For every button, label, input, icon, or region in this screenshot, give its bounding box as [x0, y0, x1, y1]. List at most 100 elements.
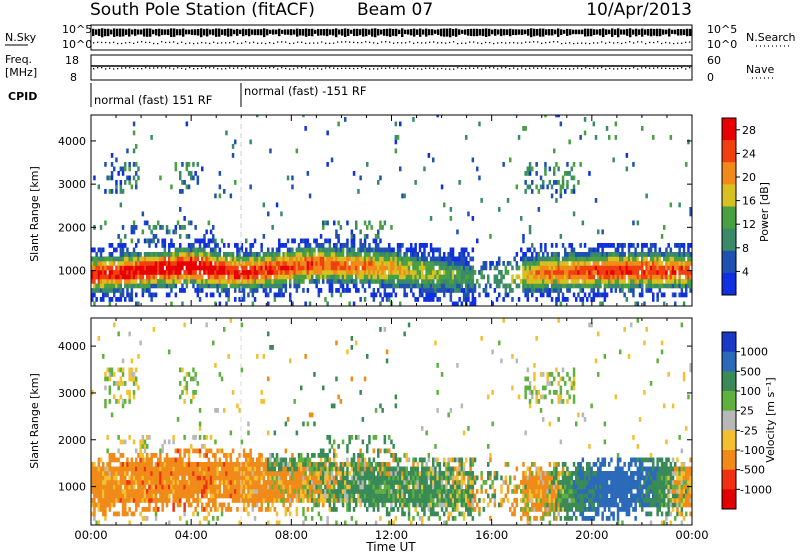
- heatmap-cell: [649, 279, 653, 284]
- heatmap-cell: [234, 283, 237, 289]
- heatmap-cell: [161, 274, 164, 280]
- heatmap-cell: [260, 247, 263, 253]
- heatmap-cell: [511, 288, 514, 293]
- heatmap-cell: [256, 283, 259, 289]
- heatmap-cell: [590, 274, 593, 280]
- heatmap-cell: [418, 256, 422, 262]
- heatmap-cell: [586, 279, 589, 284]
- heatmap-cell: [319, 493, 323, 499]
- heatmap-cell: [313, 493, 316, 499]
- heatmap-cell: [647, 252, 651, 257]
- heatmap-cell: [214, 247, 217, 253]
- heatmap-cell: [179, 498, 182, 503]
- heatmap-cell: [157, 489, 160, 494]
- heatmap-cell: [388, 261, 391, 266]
- heatmap-cell: [165, 498, 169, 503]
- heatmap-cell: [139, 462, 142, 467]
- heatmap-cell: [603, 265, 607, 271]
- heatmap-cell: [141, 211, 145, 217]
- nave-point: [197, 68, 199, 70]
- heatmap-cell: [583, 130, 587, 136]
- heatmap-cell: [172, 439, 175, 445]
- heatmap-cell: [192, 484, 195, 490]
- heatmap-cell: [242, 252, 246, 257]
- heatmap-cell: [209, 484, 213, 490]
- heatmap-cell: [198, 480, 202, 485]
- heatmap-cell: [368, 279, 371, 284]
- heatmap-cell: [148, 489, 151, 494]
- heatmap-cell: [146, 498, 149, 503]
- heatmap-cell: [326, 220, 329, 226]
- heatmap-cell: [258, 265, 261, 271]
- heatmap-cell: [313, 475, 316, 481]
- heatmap-cell: [368, 283, 371, 289]
- heatmap-cell: [198, 435, 202, 440]
- heatmap-cell: [267, 502, 270, 508]
- heatmap-cell: [462, 297, 466, 302]
- heatmap-cell: [632, 252, 635, 257]
- heatmap-cell: [352, 256, 356, 262]
- heatmap-cell: [209, 265, 213, 271]
- heatmap-cell: [524, 171, 527, 176]
- heatmap-cell: [150, 457, 153, 463]
- heatmap-cell: [132, 381, 136, 386]
- heatmap-cell: [421, 265, 424, 271]
- heatmap-cell: [328, 261, 332, 266]
- heatmap-cell: [117, 466, 120, 472]
- heatmap-cell: [130, 297, 134, 302]
- nsky-bar: [152, 29, 155, 35]
- heatmap-cell: [638, 265, 642, 271]
- heatmap-cell: [339, 466, 343, 472]
- heatmap-cell: [247, 279, 250, 284]
- heatmap-cell: [121, 372, 125, 377]
- heatmap-cell: [465, 261, 468, 266]
- nsearch-point: [549, 41, 551, 43]
- heatmap-cell: [229, 489, 233, 494]
- heatmap-cell: [231, 256, 235, 262]
- heatmap-cell: [291, 489, 294, 494]
- heatmap-cell: [660, 292, 664, 298]
- nave-point: [621, 67, 623, 69]
- heatmap-cell: [311, 279, 314, 284]
- heatmap-cell: [121, 225, 125, 230]
- heatmap-cell: [165, 274, 169, 280]
- heatmap-cell: [469, 288, 472, 293]
- heatmap-cell: [121, 265, 125, 271]
- nave-point: [525, 68, 527, 70]
- heatmap-cell: [194, 261, 197, 266]
- heatmap-cell: [311, 471, 314, 476]
- heatmap-cell: [388, 279, 391, 284]
- heatmap-cell: [242, 256, 246, 262]
- heatmap-cell: [278, 475, 281, 481]
- heatmap-cell: [115, 399, 118, 404]
- heatmap-cell: [581, 274, 585, 280]
- heatmap-cell: [350, 247, 354, 253]
- heatmap-cell: [242, 448, 246, 454]
- heatmap-cell: [231, 283, 235, 289]
- heatmap-cell: [680, 292, 684, 298]
- heatmap-cell: [537, 261, 541, 266]
- heatmap-cell: [335, 256, 338, 262]
- heatmap-cell: [423, 297, 426, 302]
- heatmap-cell: [594, 247, 598, 253]
- heatmap-cell: [449, 288, 453, 293]
- heatmap-cell: [139, 466, 142, 472]
- nsky-bar: [521, 29, 524, 35]
- heatmap-cell: [130, 261, 134, 266]
- heatmap-cell: [557, 256, 560, 262]
- heatmap-cell: [179, 367, 182, 373]
- heatmap-cell: [286, 466, 290, 472]
- heatmap-cell: [319, 498, 323, 503]
- heatmap-cell: [528, 274, 532, 280]
- heatmap-cell: [366, 252, 369, 257]
- heatmap-cell: [247, 493, 250, 499]
- heatmap-cell: [572, 265, 576, 271]
- heatmap-cell: [148, 252, 151, 257]
- heatmap-cell: [392, 247, 395, 253]
- heatmap-cell: [610, 243, 613, 248]
- heatmap-cell: [539, 292, 543, 298]
- heatmap-cell: [440, 288, 444, 293]
- heatmap-cell: [315, 279, 318, 284]
- nsky-bar: [578, 29, 581, 35]
- heatmap-cell: [625, 166, 629, 172]
